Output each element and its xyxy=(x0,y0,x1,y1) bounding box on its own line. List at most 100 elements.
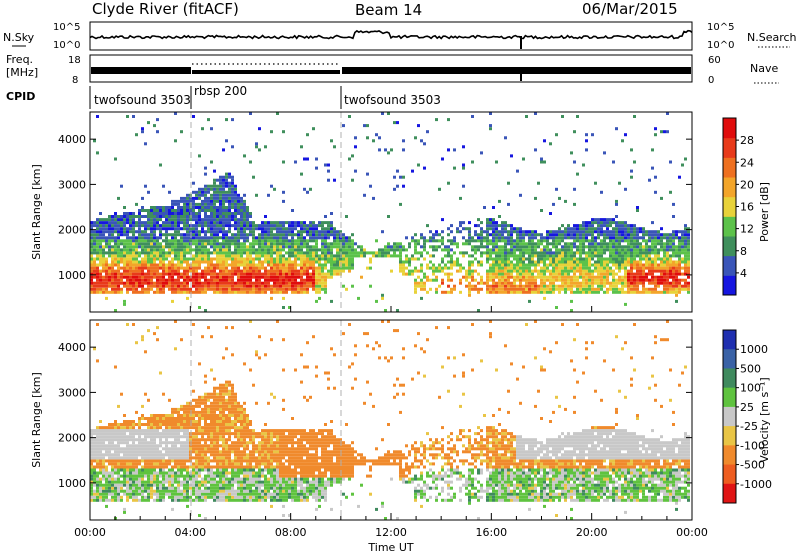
power-cell xyxy=(216,236,219,240)
power-cell xyxy=(330,260,333,264)
power-cell xyxy=(96,230,99,234)
power-cell xyxy=(615,263,618,267)
velocity-cell xyxy=(90,471,93,475)
power-cell xyxy=(126,245,129,249)
power-cell xyxy=(468,263,471,267)
power-cell xyxy=(324,236,327,240)
power-cell xyxy=(192,218,195,222)
power-cell xyxy=(96,221,99,225)
power-cell xyxy=(375,251,378,255)
power-cell xyxy=(171,263,174,267)
velocity-cell xyxy=(111,492,114,496)
power-cell xyxy=(231,187,234,191)
velocity-cell xyxy=(138,498,141,502)
power-cell xyxy=(570,269,573,273)
velocity-cell xyxy=(153,477,156,481)
power-cell xyxy=(111,266,114,270)
power-cell xyxy=(516,278,519,282)
power-cell xyxy=(273,263,276,267)
power-cell xyxy=(534,248,537,252)
velocity-cell xyxy=(111,453,114,457)
date-title: 06/Mar/2015 xyxy=(582,0,678,18)
power-cell xyxy=(264,236,267,240)
velocity-cell xyxy=(168,423,171,426)
power-cell xyxy=(486,251,489,255)
power-cell xyxy=(126,284,129,288)
power-cell xyxy=(507,266,510,270)
velocity-cell xyxy=(165,417,168,420)
power-cell xyxy=(90,257,93,261)
power-cell xyxy=(537,275,540,279)
power-cell xyxy=(222,206,225,209)
power-cell xyxy=(195,190,198,194)
velocity-cell xyxy=(168,456,171,460)
velocity-cell xyxy=(93,468,96,472)
power-cell xyxy=(273,290,276,294)
power-cell xyxy=(165,254,168,258)
power-cell xyxy=(195,215,198,218)
velocity-cell xyxy=(123,423,126,426)
velocity-cell xyxy=(147,450,150,454)
power-cell xyxy=(597,284,600,288)
power-cell xyxy=(291,287,294,291)
power-cell xyxy=(471,236,474,240)
velocity-cell xyxy=(93,483,96,487)
velocity-cell xyxy=(150,474,153,478)
power-cell xyxy=(555,272,558,276)
power-cell xyxy=(486,278,489,282)
power-cell xyxy=(147,263,150,267)
power-cell xyxy=(288,272,291,276)
power-cell xyxy=(405,260,408,264)
power-cell xyxy=(489,218,492,222)
power-cell xyxy=(231,269,234,273)
power-cell xyxy=(231,215,234,218)
power-cell xyxy=(132,248,135,252)
velocity-cell xyxy=(159,459,162,463)
power-cell xyxy=(609,242,612,246)
power-cell xyxy=(210,269,213,273)
power-cell xyxy=(195,290,198,294)
power-cell xyxy=(420,266,423,270)
power-cell xyxy=(201,227,204,231)
velocity-cell xyxy=(120,435,123,439)
power-cell xyxy=(258,224,261,228)
power-cell xyxy=(600,269,603,273)
velocity-cell xyxy=(156,486,159,490)
power-cell xyxy=(618,263,621,267)
power-cell xyxy=(669,190,672,194)
power-cell xyxy=(234,242,237,246)
power-cell xyxy=(189,278,192,282)
power-cell xyxy=(354,136,357,140)
power-cell xyxy=(663,284,666,288)
power-cell xyxy=(507,251,510,255)
velocity-cell xyxy=(147,329,150,333)
power-cell xyxy=(639,257,642,261)
power-cell xyxy=(327,248,330,252)
power-cell xyxy=(312,127,315,131)
power-cell xyxy=(588,221,591,225)
velocity-cell xyxy=(150,423,153,426)
power-cell xyxy=(228,275,231,279)
power-cell xyxy=(522,245,525,249)
power-cell xyxy=(213,269,216,273)
power-cell xyxy=(321,257,324,261)
power-cell xyxy=(624,269,627,273)
power-cell xyxy=(201,281,204,285)
power-cell xyxy=(117,290,120,294)
power-cell xyxy=(174,112,177,115)
velocity-cell xyxy=(90,441,93,445)
power-cell xyxy=(138,239,141,243)
power-cell xyxy=(198,190,201,194)
power-cell xyxy=(216,230,219,234)
power-cell xyxy=(159,254,162,258)
power-cell xyxy=(615,245,618,249)
power-cell xyxy=(336,233,339,237)
power-cell xyxy=(600,272,603,276)
velocity-cell xyxy=(96,426,99,430)
power-cell xyxy=(99,227,102,231)
velocity-cell xyxy=(171,456,174,460)
power-cell xyxy=(123,272,126,276)
power-cell xyxy=(219,236,222,240)
power-cell xyxy=(408,272,411,276)
power-cell xyxy=(249,284,252,288)
